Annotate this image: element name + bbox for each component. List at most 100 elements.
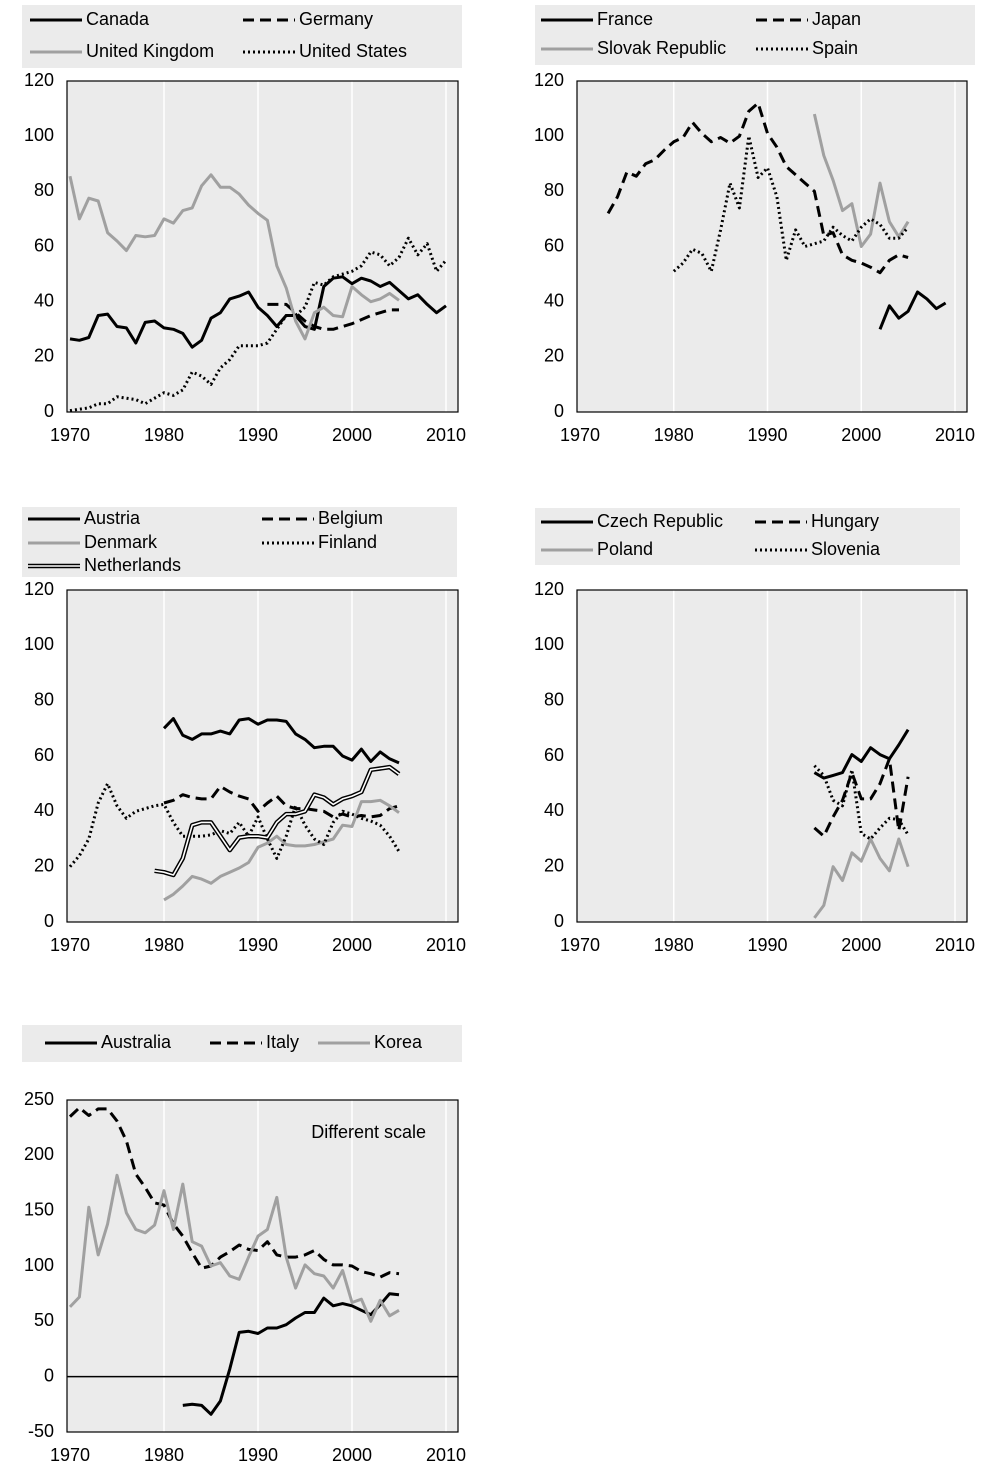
- x-tick-label: 2010: [426, 425, 466, 445]
- x-tick-label: 1980: [654, 935, 694, 955]
- legend-label: Slovak Republic: [597, 38, 726, 58]
- series-line: [813, 764, 910, 841]
- y-tick-label: 0: [44, 401, 54, 421]
- legend-label: Czech Republic: [597, 511, 723, 531]
- y-tick-label: 20: [544, 346, 564, 366]
- x-tick-label: 1990: [238, 935, 278, 955]
- x-tick-label: 1990: [238, 1445, 278, 1465]
- legend-label: Germany: [299, 9, 373, 29]
- legend-label: France: [597, 9, 653, 29]
- series-line: [878, 290, 947, 330]
- legend-box: [535, 508, 960, 565]
- y-tick-label: 100: [24, 1255, 54, 1275]
- x-tick-label: 1990: [238, 425, 278, 445]
- x-tick-label: 2010: [935, 425, 975, 445]
- series-line: [69, 275, 447, 349]
- y-tick-label: 60: [34, 745, 54, 765]
- x-tick-label: 2010: [426, 1445, 466, 1465]
- y-tick-label: 80: [544, 180, 564, 200]
- y-tick-label: 100: [534, 125, 564, 145]
- plot-area: [67, 1100, 458, 1432]
- series-line: [69, 236, 448, 413]
- legend-label: Italy: [266, 1032, 299, 1052]
- legend-label: Slovenia: [811, 539, 881, 559]
- y-tick-label: 100: [24, 634, 54, 654]
- legend-label: Australia: [101, 1032, 172, 1052]
- x-tick-label: 1990: [747, 425, 787, 445]
- x-tick-label: 2000: [841, 425, 881, 445]
- series-line: [163, 798, 400, 902]
- x-tick-label: 1970: [50, 425, 90, 445]
- series-line: [267, 302, 399, 331]
- series-line: [68, 173, 400, 341]
- legend-label: Japan: [812, 9, 861, 29]
- series-line: [813, 728, 910, 780]
- x-tick-label: 1970: [560, 425, 600, 445]
- legend-label: Finland: [318, 532, 377, 552]
- legend-label: Austria: [84, 508, 141, 528]
- y-tick-label: -50: [28, 1421, 54, 1441]
- plot-area: [577, 81, 967, 412]
- legend-box: [22, 507, 457, 577]
- series-line: [163, 784, 400, 819]
- legend-label: Poland: [597, 539, 653, 559]
- y-tick-label: 120: [24, 579, 54, 599]
- series-line: [672, 134, 910, 273]
- y-tick-label: 20: [34, 346, 54, 366]
- y-tick-label: 20: [544, 855, 564, 875]
- series-line: [68, 1173, 400, 1323]
- legend-box: [535, 5, 975, 65]
- y-tick-label: 120: [534, 579, 564, 599]
- x-tick-label: 1970: [560, 935, 600, 955]
- y-tick-label: 0: [554, 911, 564, 931]
- series-line: [813, 757, 910, 838]
- series-line-inner: [154, 766, 400, 876]
- y-tick-label: 50: [34, 1310, 54, 1330]
- series-line: [813, 837, 910, 919]
- legend-box: [22, 5, 462, 68]
- y-tick-label: 250: [24, 1089, 54, 1109]
- plot-area: [67, 81, 458, 412]
- y-tick-label: 80: [34, 180, 54, 200]
- x-tick-label: 2000: [841, 935, 881, 955]
- y-tick-label: 80: [34, 689, 54, 709]
- legend-label: Netherlands: [84, 555, 181, 575]
- legend-label: Spain: [812, 38, 858, 58]
- plot-frame: [576, 80, 968, 413]
- plot-frame: [576, 589, 968, 923]
- x-tick-label: 2010: [426, 935, 466, 955]
- legend-label: Canada: [86, 9, 150, 29]
- legend-label: United Kingdom: [86, 41, 214, 61]
- series-line: [812, 113, 910, 248]
- plot-frame: [66, 589, 459, 923]
- series-line: [68, 1106, 400, 1279]
- legend-label: United States: [299, 41, 407, 61]
- y-tick-label: 100: [24, 125, 54, 145]
- y-tick-label: 0: [554, 401, 564, 421]
- plot-area: [577, 590, 967, 922]
- series-line: [68, 782, 401, 868]
- plot-frame: [66, 80, 459, 413]
- x-tick-label: 2000: [332, 425, 372, 445]
- x-tick-label: 2000: [332, 935, 372, 955]
- series-line: [182, 1292, 400, 1416]
- x-tick-label: 1980: [144, 425, 184, 445]
- y-tick-label: 20: [34, 855, 54, 875]
- x-tick-label: 2000: [332, 1445, 372, 1465]
- series-line: [162, 717, 400, 765]
- x-tick-label: 1970: [50, 1445, 90, 1465]
- y-tick-label: 40: [34, 800, 54, 820]
- series-line: [606, 101, 909, 275]
- y-tick-label: 120: [534, 70, 564, 90]
- x-tick-label: 1980: [654, 425, 694, 445]
- legend-label: Korea: [374, 1032, 423, 1052]
- plot-area: [67, 590, 458, 922]
- y-tick-label: 80: [544, 689, 564, 709]
- y-tick-label: 0: [44, 911, 54, 931]
- legend-label: Hungary: [811, 511, 879, 531]
- legend-label: Belgium: [318, 508, 383, 528]
- x-tick-label: 2010: [935, 935, 975, 955]
- plot-frame: [66, 1099, 459, 1433]
